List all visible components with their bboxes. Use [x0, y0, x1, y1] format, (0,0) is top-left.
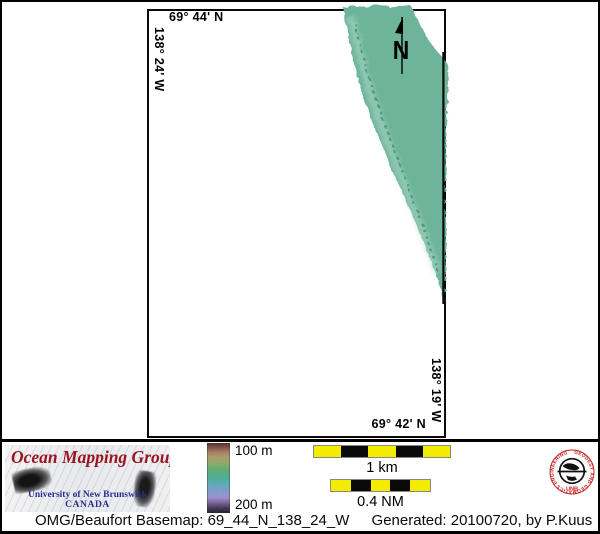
omg-country: CANADA	[65, 500, 110, 510]
scalebar-segment	[314, 446, 342, 457]
scalebar-segment	[422, 446, 451, 457]
scalebar-km-label: 1 km	[366, 460, 398, 476]
omg-logo: Ocean Mapping Group University of New Br…	[5, 445, 170, 512]
scalebar-nm-label: 0.4 NM	[357, 494, 404, 510]
scalebar-segment	[395, 446, 423, 457]
caption-generated: Generated: 20100720, by P.Kuus	[371, 512, 593, 529]
coord-label-right: 138° 19' W	[429, 358, 443, 423]
map-frame	[147, 9, 446, 438]
north-arrow-label: N	[392, 35, 410, 65]
seal-unb-label: UNB	[566, 487, 578, 493]
scalebar-segment	[341, 446, 369, 457]
caption: OMG/Beaufort Basemap: 69_44_N_138_24_W G…	[35, 512, 595, 529]
scalebar-segment	[350, 480, 371, 491]
omg-logo-title: Ocean Mapping Group	[11, 447, 170, 467]
scalebar-segment	[368, 446, 396, 457]
scalebar-segment	[370, 480, 391, 491]
coord-label-top: 69° 44' N	[169, 10, 224, 24]
scalebar-nm	[330, 479, 431, 492]
scalebar-segment	[331, 480, 351, 491]
legend-panel: Ocean Mapping Group University of New Br…	[2, 442, 598, 531]
scalebar-km	[313, 445, 451, 458]
scalebar-segment	[390, 480, 411, 491]
colorbar-top-label: 100 m	[235, 443, 273, 458]
caption-basemap: OMG/Beaufort Basemap: 69_44_N_138_24_W	[35, 512, 350, 529]
unb-seal: GEODESY AND GEOMATICS ENGINEERING UNB	[549, 449, 595, 495]
coord-label-left: 138° 24' W	[152, 27, 166, 92]
globe-continent-icon	[562, 463, 580, 471]
colorbar-bottom-label: 200 m	[235, 497, 273, 512]
scalebar-segment	[410, 480, 430, 491]
depth-colorbar	[207, 443, 230, 513]
panel-separator	[2, 439, 598, 442]
globe-continent-icon	[566, 475, 577, 481]
omg-university: University of New Brunswick	[27, 490, 147, 500]
coord-label-bottom: 69° 42' N	[371, 417, 426, 431]
